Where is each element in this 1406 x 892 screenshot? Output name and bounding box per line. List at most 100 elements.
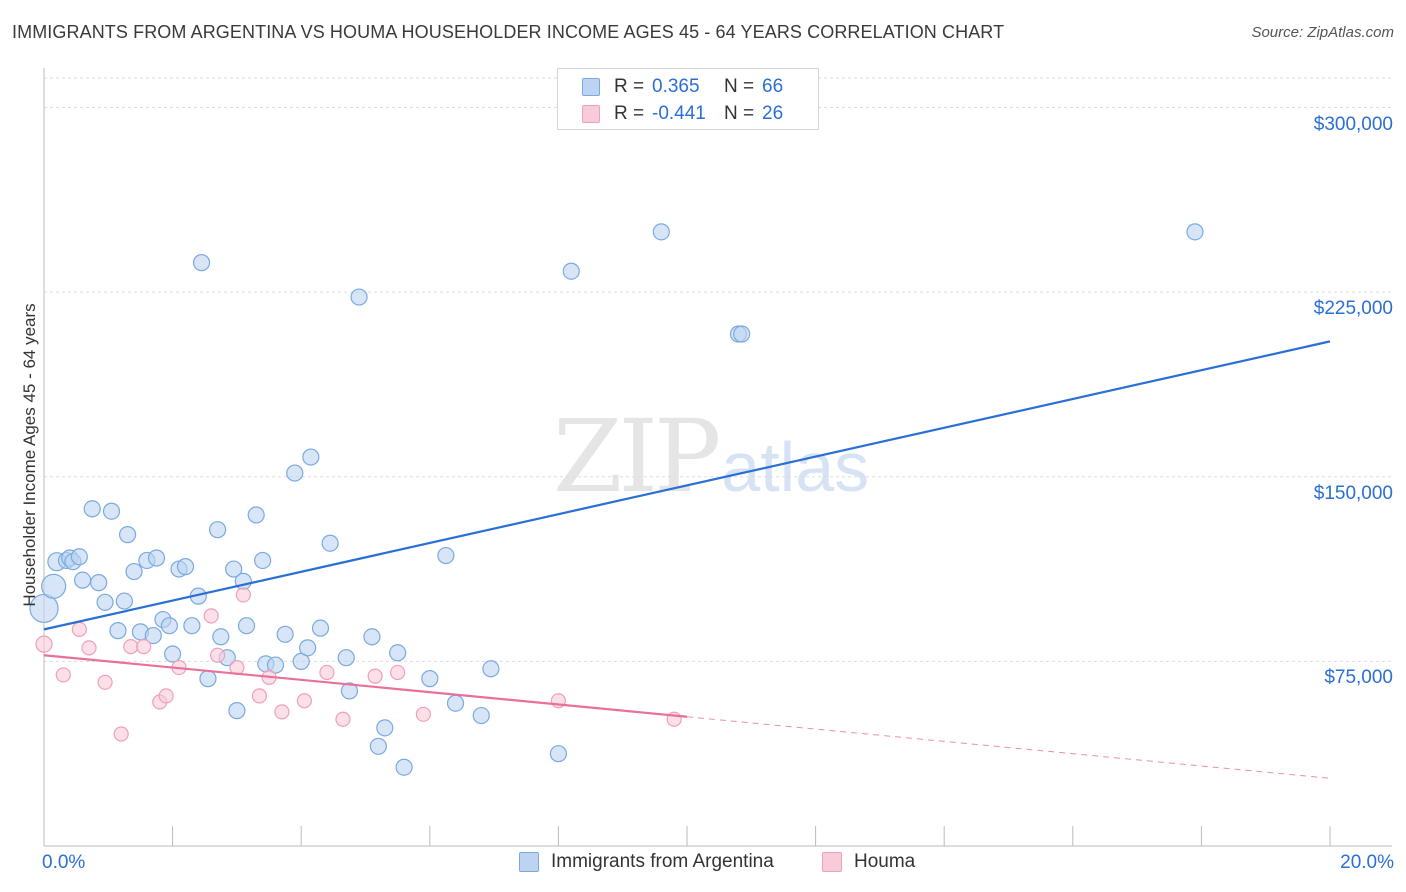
argentina-point bbox=[118, 526, 137, 544]
argentina-point bbox=[192, 254, 211, 272]
argentina-point bbox=[102, 502, 121, 520]
y-tick-label-1: $150,000 bbox=[1313, 482, 1393, 504]
legend-swatch-argentina bbox=[582, 78, 600, 96]
argentina-point bbox=[363, 628, 381, 646]
argentina-point bbox=[90, 574, 108, 592]
houma-point bbox=[415, 706, 431, 722]
argentina-point bbox=[41, 573, 67, 599]
houma-point bbox=[210, 647, 226, 663]
argentina-point bbox=[652, 223, 670, 241]
y-tick-label-0: $75,000 bbox=[1324, 667, 1393, 689]
houma-point bbox=[113, 726, 129, 742]
houma-trend-line-extension bbox=[686, 716, 1331, 779]
argentina-point bbox=[302, 448, 320, 466]
argentina-point bbox=[472, 706, 490, 725]
houma-point bbox=[319, 664, 335, 681]
x-tick-label-max: 20.0% bbox=[1340, 852, 1394, 873]
houma-point bbox=[235, 587, 251, 603]
argentina-point bbox=[125, 562, 143, 581]
argentina-point bbox=[337, 649, 355, 667]
argentina-point bbox=[350, 288, 368, 306]
argentina-point bbox=[237, 617, 256, 635]
series-swatch-argentina bbox=[519, 852, 539, 872]
series-label-argentina: Immigrants from Argentina bbox=[551, 851, 774, 872]
argentina-point bbox=[733, 325, 751, 343]
argentina-point bbox=[389, 644, 407, 662]
argentina-point bbox=[225, 560, 243, 578]
argentina-point bbox=[83, 500, 101, 518]
argentina-point bbox=[340, 682, 359, 700]
correlation-legend: R = 0.365 N = 66 R = -0.441 N = 26 bbox=[557, 68, 819, 130]
argentina-trend-line bbox=[43, 340, 1331, 631]
houma-point bbox=[251, 688, 268, 704]
watermark-atlas: atlas bbox=[721, 428, 870, 506]
argentina-point bbox=[376, 719, 394, 737]
argentina-point bbox=[286, 464, 304, 482]
argentina-point bbox=[228, 702, 246, 720]
y-tick-label-2: $225,000 bbox=[1313, 298, 1393, 320]
series-legend-argentina[interactable]: Immigrants from Argentina bbox=[519, 851, 774, 873]
houma-point bbox=[81, 640, 97, 656]
argentina-point bbox=[212, 628, 230, 646]
houma-point bbox=[97, 674, 113, 690]
y-tick-label-3: $300,000 bbox=[1313, 113, 1393, 135]
legend-r-label: R = bbox=[614, 76, 645, 97]
legend-r-value: 0.365 bbox=[652, 76, 700, 97]
legend-r-value: -0.441 bbox=[652, 103, 706, 124]
argentina-point bbox=[254, 551, 272, 570]
argentina-point bbox=[160, 617, 178, 635]
legend-row-argentina: R = 0.365 N = 66 bbox=[582, 75, 783, 99]
argentina-point bbox=[549, 745, 568, 763]
houma-point bbox=[367, 668, 383, 684]
argentina-point bbox=[1186, 223, 1204, 241]
argentina-point bbox=[562, 262, 580, 280]
houma-point bbox=[123, 639, 139, 655]
series-swatch-houma bbox=[822, 852, 842, 872]
houma-point bbox=[71, 621, 87, 637]
houma-point bbox=[55, 667, 71, 683]
houma-trend-line bbox=[43, 654, 688, 718]
argentina-point bbox=[183, 617, 201, 635]
argentina-point bbox=[437, 546, 455, 565]
argentina-point bbox=[144, 626, 162, 645]
houma-point bbox=[158, 688, 174, 704]
argentina-point bbox=[311, 619, 330, 637]
argentina-point bbox=[276, 625, 294, 643]
houma-point bbox=[390, 664, 406, 681]
legend-swatch-houma bbox=[582, 105, 600, 123]
argentina-point bbox=[176, 558, 195, 576]
houma-point bbox=[296, 693, 313, 709]
argentina-point bbox=[482, 660, 500, 678]
series-legend: Immigrants from Argentina Houma bbox=[0, 851, 1406, 877]
houma-point bbox=[136, 639, 152, 655]
argentina-point bbox=[73, 571, 92, 589]
y-axis-title: Householder Income Ages 45 - 64 years bbox=[20, 303, 39, 607]
argentina-point bbox=[369, 737, 387, 755]
argentina-point bbox=[109, 622, 127, 640]
legend-n-value: 26 bbox=[762, 103, 784, 124]
legend-n-label: N = bbox=[724, 76, 755, 97]
series-label-houma: Houma bbox=[854, 851, 916, 872]
houma-point bbox=[274, 704, 290, 720]
legend-row-houma: R = -0.441 N = 26 bbox=[582, 102, 783, 126]
argentina-point bbox=[29, 593, 59, 624]
argentina-point bbox=[421, 670, 439, 688]
argentina-point bbox=[209, 521, 227, 539]
legend-n-label: N = bbox=[724, 103, 755, 124]
houma-point bbox=[335, 711, 351, 727]
argentina-point bbox=[96, 593, 114, 611]
argentina-point bbox=[446, 694, 465, 712]
argentina-point bbox=[115, 592, 133, 610]
houma-point bbox=[203, 608, 219, 624]
series-legend-houma[interactable]: Houma bbox=[822, 851, 915, 873]
argentina-point bbox=[199, 670, 217, 688]
argentina-point bbox=[70, 548, 88, 566]
legend-r-label: R = bbox=[614, 103, 645, 124]
argentina-point bbox=[321, 534, 339, 552]
legend-n-value: 66 bbox=[762, 76, 784, 97]
argentina-point bbox=[247, 506, 265, 524]
argentina-point bbox=[266, 656, 285, 674]
source-label: Source: ZipAtlas.com bbox=[1251, 24, 1394, 41]
argentina-point bbox=[147, 549, 166, 567]
